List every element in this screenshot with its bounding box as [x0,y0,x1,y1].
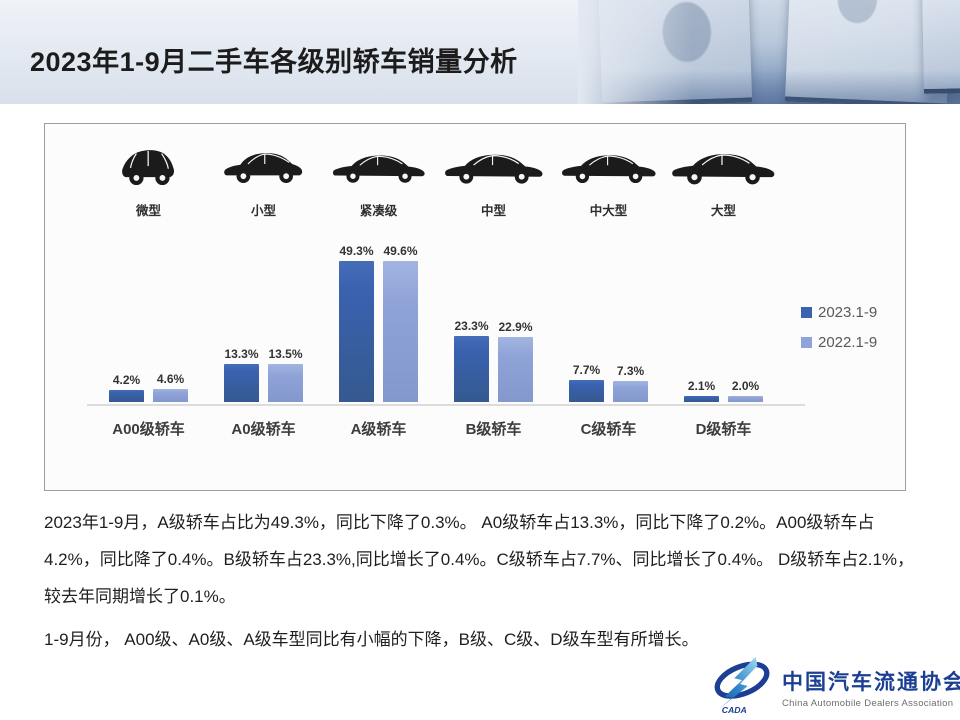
bar-column: 2.0% [728,379,763,402]
bar-value-label: 2.1% [687,379,716,393]
car-class-label: 中大型 [589,204,628,218]
bar-value-label: 49.6% [383,244,418,258]
analysis-paragraph: 1-9月份， A00级、A0级、A级车型同比有小幅的下降，B级、C级、D级车型有… [44,630,699,649]
mid-large-sedan-car-icon [560,146,658,196]
analysis-text: 2023年1-9月，A级轿车占比为49.3%，同比下降了0.3%。 A0级轿车占… [44,504,922,658]
bar-group: 2.1% 2.0% [684,379,763,402]
car-class-label: 小型 [250,204,276,218]
chart-panel: 微型 小型 紧凑级 中型 中大型 大型 4.2% 4.6% A00级轿车 13.3% 13.5% A… [44,123,906,491]
bar-column: 2.1% [684,379,719,402]
cada-mark-text: CADA [722,705,747,714]
cube-graphic [784,0,954,104]
bar-column: 13.5% [268,347,303,402]
category-label: C级轿车 [580,421,637,438]
car-class-item: 中大型 [551,146,666,219]
cada-logo-text: 中国汽车流通协会 China Automobile Dealers Associ… [782,666,960,709]
legend-label: 2022.1-9 [818,334,878,351]
bar-2022.1-9-A0级轿车 [268,364,303,402]
bar-2022.1-9-A00级轿车 [153,389,188,402]
bar-value-label: 7.7% [572,363,601,377]
bar-column: 4.6% [153,372,188,402]
bar-group: 13.3% 13.5% [224,347,303,402]
car-class-item: 紧凑级 [321,146,436,219]
bar-2022.1-9-D级轿车 [728,396,763,402]
car-class-label: 微型 [135,204,161,218]
micro-car-icon [117,146,181,196]
category-label: A0级轿车 [231,421,296,438]
bar-value-label: 4.6% [156,372,185,386]
bar-value-label: 2.0% [731,379,760,393]
car-class-item: 大型 [666,146,781,219]
midsize-sedan-car-icon [443,146,545,196]
bar-column: 23.3% [454,319,489,402]
chart-legend: 2023.1-9 2022.1-9 [801,304,877,351]
bar-group: 23.3% 22.9% [454,319,533,402]
bar-column: 49.6% [383,244,418,402]
bar-column: 49.3% [339,244,374,402]
car-class-item: 中型 [436,146,551,219]
cube-floor-shadow [578,70,960,104]
category-label: B级轿车 [465,421,522,438]
bar-column: 22.9% [498,320,533,402]
bar-2022.1-9-B级轿车 [498,337,533,402]
page-title: 2023年1-9月二手车各级别轿车销量分析 [30,47,518,77]
x-axis-baseline [87,404,805,406]
bar-value-label: 13.3% [224,347,259,361]
bar-value-label: 23.3% [454,319,489,333]
cada-logo-chinese: 中国汽车流通协会 [782,671,960,694]
bar-2022.1-9-C级轿车 [613,381,648,402]
category-label: D级轿车 [695,421,752,438]
bar-group: 7.7% 7.3% [569,363,648,402]
cube-graphic [922,0,960,94]
plot-area: 4.2% 4.6% A00级轿车 13.3% 13.5% A0级轿车 49.3% 49.6% A… [45,124,905,490]
bar-value-label: 49.3% [339,244,374,258]
small-hatchback-car-icon [222,146,306,196]
legend-label: 2023.1-9 [818,304,878,321]
legend-swatch-icon [801,337,812,348]
car-class-label: 大型 [710,204,736,218]
cada-logo: CADA 中国汽车流通协会 China Automobile Dealers A… [712,656,960,719]
bar-value-label: 13.5% [268,347,303,361]
bar-2022.1-9-A级轿车 [383,261,418,402]
analysis-paragraph: 2023年1-9月，A级轿车占比为49.3%，同比下降了0.3%。 A0级轿车占… [44,513,915,606]
category-label: A00级轿车 [112,421,185,438]
cada-logo-icon: CADA [712,656,774,719]
bar-column: 13.3% [224,347,259,402]
legend-item: 2023.1-9 [801,304,877,321]
bar-2023.1-9-C级轿车 [569,380,604,402]
cada-logo-english: China Automobile Dealers Association [782,698,954,709]
legend-swatch-icon [801,307,812,318]
bar-2023.1-9-A级轿车 [339,261,374,402]
bar-value-label: 7.3% [616,364,645,378]
header-cubes-photo [578,0,960,104]
bar-value-label: 4.2% [112,373,141,387]
bar-column: 4.2% [109,373,144,402]
bar-2023.1-9-B级轿车 [454,336,489,402]
bar-column: 7.7% [569,363,604,402]
cube-graphic [597,0,753,104]
bar-group: 49.3% 49.6% [339,244,418,402]
bar-value-label: 22.9% [498,320,533,334]
car-class-label: 中型 [480,204,506,218]
large-sedan-car-icon [670,146,777,196]
bar-2023.1-9-A0级轿车 [224,364,259,402]
car-class-label: 紧凑级 [359,204,398,218]
compact-sedan-car-icon [331,146,427,196]
category-label: A级轿车 [350,421,407,438]
slide-header: 2023年1-9月二手车各级别轿车销量分析 [0,0,960,104]
bar-2023.1-9-D级轿车 [684,396,719,402]
bar-2023.1-9-A00级轿车 [109,390,144,402]
car-class-item: 小型 [206,146,321,219]
bar-group: 4.2% 4.6% [109,372,188,402]
bar-column: 7.3% [613,364,648,402]
legend-item: 2022.1-9 [801,334,877,351]
car-class-item: 微型 [91,146,206,219]
